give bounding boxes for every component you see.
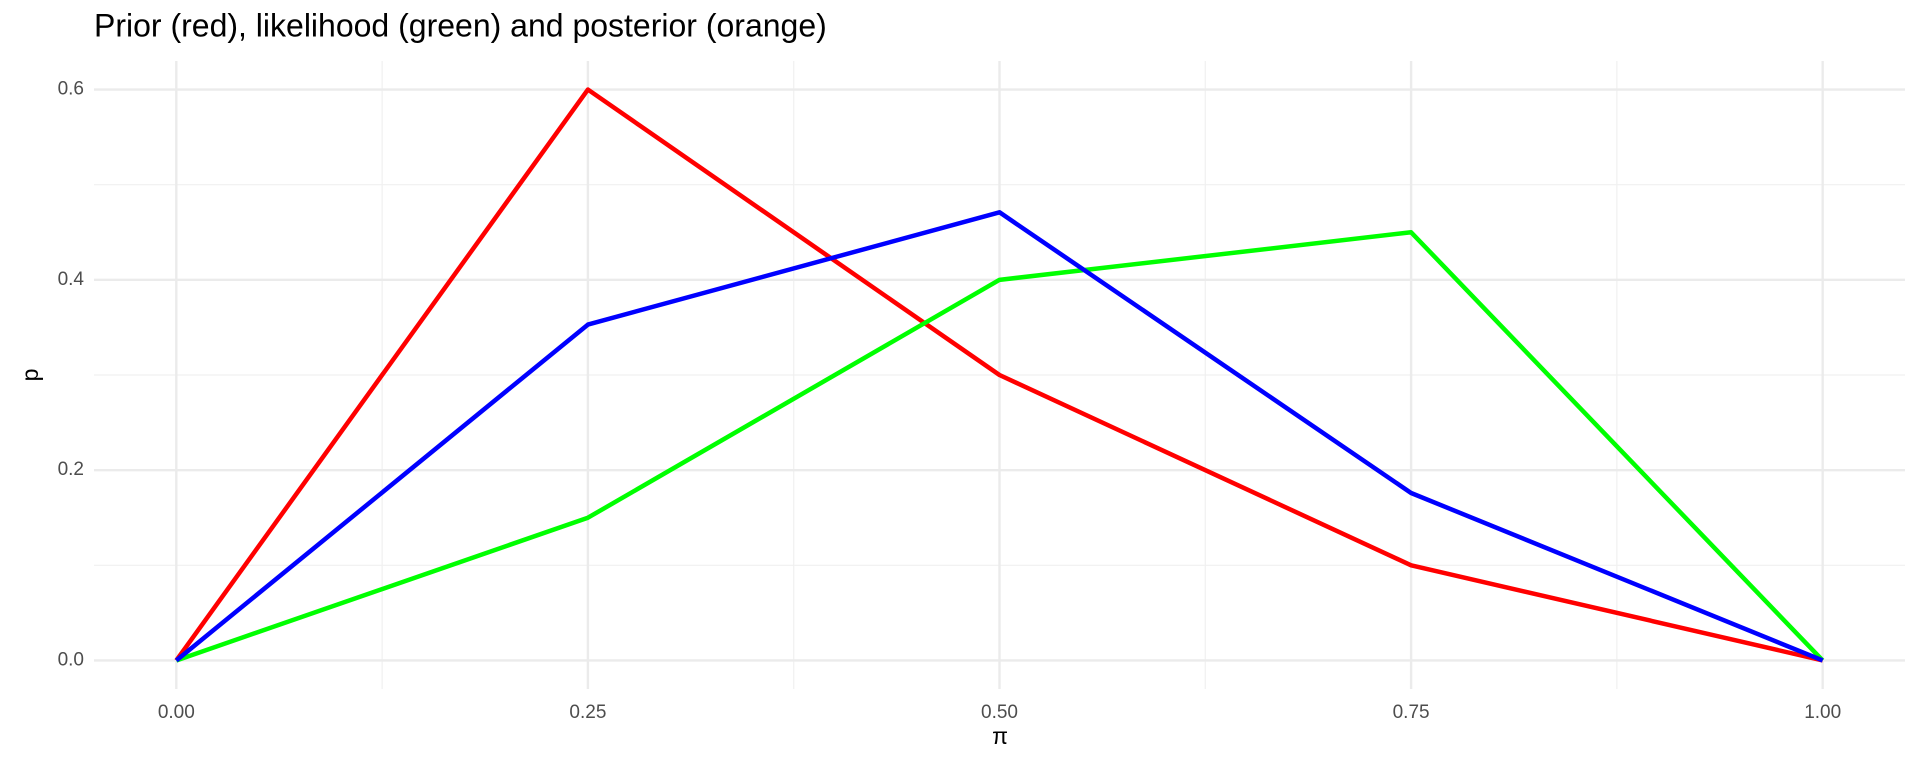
line bbox=[174, 87, 1824, 663]
chart-title: Prior (red), likelihood (green) and post… bbox=[94, 7, 827, 43]
line bbox=[174, 210, 1824, 663]
x-tick-label: 0.00 bbox=[158, 702, 195, 723]
x-tick-label: 0.50 bbox=[981, 702, 1018, 723]
y-tick-label: 0.2 bbox=[58, 459, 84, 480]
x-tick-label: 1.00 bbox=[1804, 702, 1841, 723]
y-tick-label: 0.6 bbox=[58, 79, 84, 100]
y-tick-label: 0.4 bbox=[58, 269, 85, 290]
y-tick-label: 0.0 bbox=[58, 649, 84, 670]
x-tick-label: 0.75 bbox=[1393, 702, 1430, 723]
x-tick-label: 0.25 bbox=[569, 702, 606, 723]
line bbox=[175, 230, 1825, 663]
x-axis-title: π bbox=[992, 723, 1008, 749]
y-axis-title: p bbox=[17, 369, 43, 382]
